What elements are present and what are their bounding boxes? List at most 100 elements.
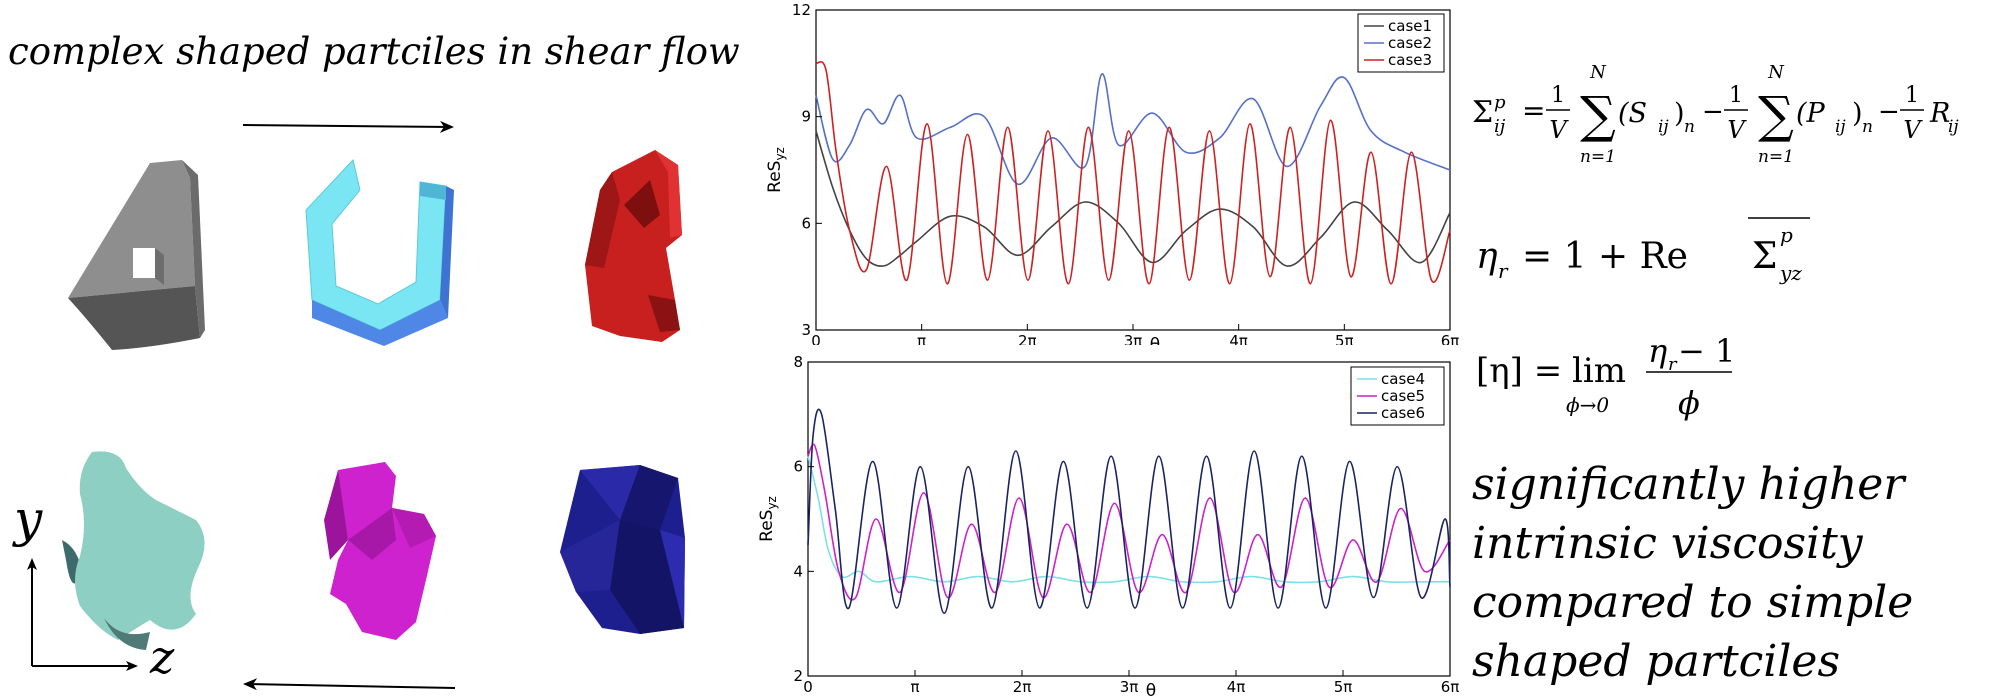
x-tick-label: 6π: [1441, 332, 1460, 345]
svg-text:∑: ∑: [1758, 86, 1794, 144]
x-tick-label: π: [910, 678, 919, 696]
intrinsic-viscosity-equation: [η] = lim ϕ→0 η r − 1 ϕ: [1476, 332, 1735, 422]
svg-text:Σ: Σ: [1752, 236, 1777, 277]
svg-text:=: =: [1522, 94, 1545, 127]
particle-teal-smooth: [62, 451, 205, 650]
svg-text:n=1: n=1: [1758, 147, 1794, 167]
shear-arrow-top: [242, 120, 454, 133]
conclusion-line: significantly higher: [1472, 459, 1905, 510]
series-line-case2: [815, 73, 1451, 186]
svg-text:N: N: [1589, 62, 1607, 83]
y-tick-label: 12: [792, 1, 811, 19]
y-tick-label: 6: [793, 458, 803, 476]
svg-text:yz: yz: [1779, 261, 1802, 285]
x-tick-label: 0: [811, 332, 821, 345]
x-tick-label: 2π: [1018, 332, 1037, 345]
svg-text:ij: ij: [1835, 117, 1846, 137]
y-tick-label: 3: [801, 321, 811, 339]
equations-panel: Σ p ij = 1 V N ∑ n=1 (S ij ) n − 1 V N ∑…: [1472, 62, 1959, 422]
series-line-case5: [807, 443, 1451, 601]
svg-text:n: n: [1862, 117, 1873, 137]
conclusion-line: intrinsic viscosity: [1472, 518, 1863, 569]
particle-gray-wedge: [68, 160, 205, 350]
svg-text:η: η: [1648, 332, 1667, 370]
plot-frame: [815, 9, 1451, 331]
x-tick-label: 3π: [1120, 678, 1139, 696]
shear-arrow-bottom: [243, 678, 456, 691]
legend-label: case4: [1381, 370, 1425, 388]
y-tick-label: 6: [801, 214, 811, 232]
x-tick-label: 5π: [1335, 332, 1354, 345]
y-tick-label: 9: [801, 108, 811, 126]
conclusion-text: significantly higher intrinsic viscosity…: [1472, 455, 1913, 691]
series-line-case6: [807, 408, 1451, 615]
svg-text:∑: ∑: [1580, 86, 1616, 144]
svg-text:1: 1: [1729, 83, 1743, 108]
svg-text:r: r: [1498, 259, 1509, 283]
sigma-symbol: Σ: [1472, 95, 1493, 130]
svg-text:[η] =: [η] =: [1476, 351, 1562, 391]
svg-text:ij: ij: [1494, 116, 1506, 137]
particle-navy-faceted: [560, 465, 685, 634]
svg-text:(S: (S: [1618, 98, 1647, 129]
svg-text:η: η: [1476, 236, 1498, 277]
particle-illustrations: [27, 120, 685, 691]
svg-text:): ): [1674, 98, 1685, 129]
y-axis-letter: y: [14, 490, 43, 548]
svg-text:V: V: [1549, 116, 1569, 144]
svg-text:−: −: [1878, 97, 1900, 127]
headline: complex shaped partciles in shear flow: [8, 30, 740, 73]
x-tick-label: 4π: [1229, 332, 1248, 345]
x-axis-label: θ: [1146, 681, 1156, 700]
series-line-case1: [815, 130, 1451, 267]
legend-label: case1: [1388, 17, 1432, 35]
svg-text:R: R: [1929, 98, 1950, 129]
y-axis-label: ReSyz: [765, 147, 787, 193]
svg-text:1: 1: [1905, 83, 1919, 108]
svg-text:−: −: [1702, 97, 1724, 127]
particle-cyan-ring: [305, 158, 454, 346]
legend-label: case2: [1388, 34, 1432, 52]
x-tick-label: π: [917, 332, 926, 345]
x-tick-label: 3π: [1124, 332, 1143, 345]
x-tick-label: 2π: [1013, 678, 1032, 696]
y-axis-label: ReSyz: [757, 496, 779, 542]
legend-label: case3: [1388, 51, 1432, 69]
svg-text:ij: ij: [1658, 117, 1669, 137]
z-axis-letter: z: [150, 630, 175, 684]
y-tick-label: 8: [793, 353, 803, 371]
svg-text:V: V: [1727, 116, 1747, 144]
svg-text:n=1: n=1: [1580, 147, 1616, 167]
y-tick-label: 2: [793, 667, 803, 685]
svg-text:n: n: [1684, 117, 1695, 137]
legend-label: case5: [1381, 387, 1425, 405]
svg-text:ϕ→0: ϕ→0: [1566, 393, 1609, 417]
svg-text:p: p: [1494, 92, 1506, 113]
svg-text:p: p: [1780, 223, 1793, 247]
y-tick-label: 4: [793, 562, 803, 580]
svg-text:= 1 + Re: = 1 + Re: [1522, 236, 1688, 277]
svg-text:lim: lim: [1572, 351, 1626, 391]
x-tick-label: 5π: [1334, 678, 1353, 696]
svg-text:− 1: − 1: [1678, 332, 1735, 370]
coordinate-axes: [27, 558, 138, 671]
x-tick-label: 6π: [1441, 678, 1460, 696]
particle-magenta-rough: [324, 462, 436, 640]
x-axis-label: θ: [1150, 335, 1160, 345]
svg-text:(P: (P: [1796, 98, 1826, 129]
conclusion-line: compared to simple: [1472, 577, 1914, 628]
series-line-case3: [815, 60, 1451, 285]
x-tick-label: 0: [803, 678, 813, 696]
svg-text:ij: ij: [1948, 117, 1959, 137]
conclusion-line: shaped partciles: [1472, 636, 1841, 687]
svg-text:r: r: [1668, 354, 1678, 375]
x-tick-label: 4π: [1227, 678, 1246, 696]
svg-text:): ): [1852, 98, 1863, 129]
stress-equation: Σ p ij = 1 V N ∑ n=1 (S ij ) n − 1 V N ∑…: [1472, 62, 1959, 167]
svg-text:V: V: [1903, 116, 1923, 144]
svg-text:N: N: [1767, 62, 1785, 83]
legend-label: case6: [1381, 404, 1425, 422]
svg-text:1: 1: [1551, 83, 1565, 108]
